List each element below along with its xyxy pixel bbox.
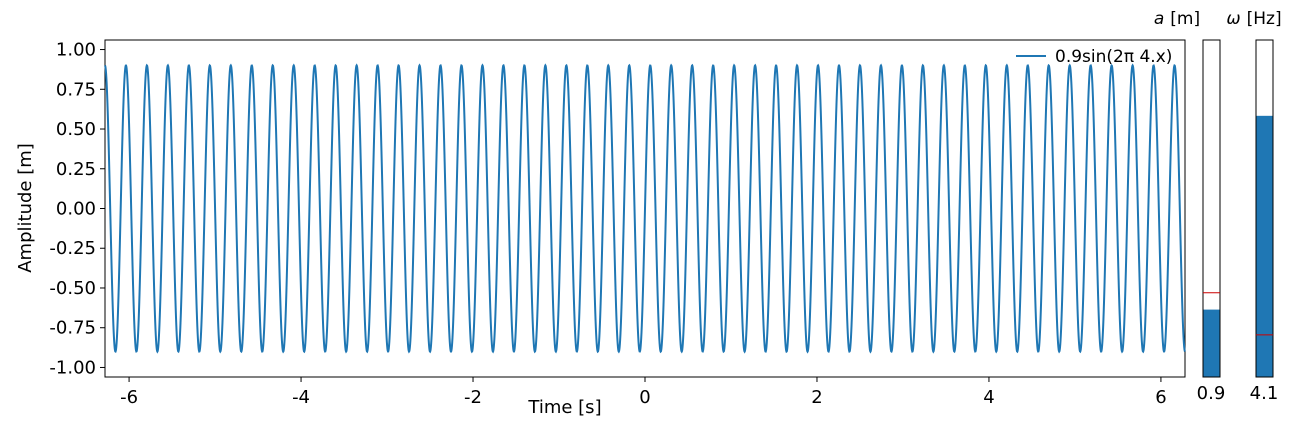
x-tick-label: 6 <box>1155 387 1166 408</box>
y-tick-label: 0.25 <box>56 159 96 180</box>
y-tick-label: -0.75 <box>49 318 96 339</box>
slider-amplitude-symbol: a <box>1154 9 1164 29</box>
slider-amplitude-value: 0.9 <box>1197 383 1226 404</box>
y-tick-label: 1.00 <box>56 40 96 61</box>
slider-amplitude-unit: [m] <box>1170 9 1200 29</box>
x-axis-label: Time [s] <box>527 397 601 418</box>
y-tick-label: -0.25 <box>49 238 96 259</box>
slider-frequency[interactable]: ω [Hz] 4.1 <box>1226 9 1281 404</box>
slider-amplitude-title: a [m] <box>1154 9 1200 29</box>
slider-amplitude[interactable]: a [m] 0.9 <box>1154 9 1225 404</box>
slider-frequency-fill <box>1256 115 1273 377</box>
x-tick-label: 2 <box>811 387 822 408</box>
series-line-sine <box>104 63 1186 354</box>
y-tick-label: 0.75 <box>56 79 96 100</box>
x-tick-label: 0 <box>639 387 650 408</box>
x-tick-label: -4 <box>292 387 310 408</box>
y-tick-label: 0.00 <box>56 199 96 220</box>
y-tick-label: -1.00 <box>49 357 96 378</box>
y-axis-ticks: 1.00 0.75 0.50 0.25 0.00 -0.25 -0.50 -0.75 -1.00 <box>49 40 105 378</box>
slider-frequency-value: 4.1 <box>1250 383 1279 404</box>
x-tick-label: -6 <box>120 387 138 408</box>
legend-entry-label: 0.9sin(2π 4.x) <box>1055 47 1172 67</box>
x-axis-ticks: -6 -4 -2 0 2 4 6 <box>120 377 1167 408</box>
x-tick-label: 4 <box>983 387 994 408</box>
y-axis-label: Amplitude [m] <box>15 143 36 273</box>
slider-amplitude-fill <box>1203 309 1220 377</box>
slider-frequency-unit: [Hz] <box>1247 9 1282 29</box>
x-tick-label: -2 <box>464 387 482 408</box>
slider-frequency-title: ω [Hz] <box>1226 9 1281 29</box>
legend: 0.9sin(2π 4.x) <box>1016 47 1172 67</box>
y-tick-label: 0.50 <box>56 119 96 140</box>
slider-frequency-symbol: ω <box>1226 9 1240 29</box>
y-tick-label: -0.50 <box>49 278 96 299</box>
